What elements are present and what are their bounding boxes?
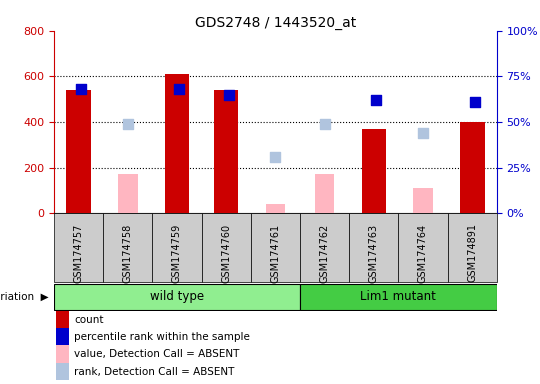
Title: GDS2748 / 1443520_at: GDS2748 / 1443520_at xyxy=(195,16,356,30)
Bar xyxy=(152,213,201,282)
Text: rank, Detection Call = ABSENT: rank, Detection Call = ABSENT xyxy=(74,366,234,377)
Text: GSM174758: GSM174758 xyxy=(123,223,133,283)
Bar xyxy=(54,284,300,310)
Bar xyxy=(214,90,239,213)
Bar xyxy=(399,213,448,282)
Bar xyxy=(251,213,300,282)
Text: wild type: wild type xyxy=(150,290,204,303)
Text: count: count xyxy=(74,314,104,325)
Point xyxy=(418,130,427,136)
Text: percentile rank within the sample: percentile rank within the sample xyxy=(74,332,250,342)
Text: GSM174891: GSM174891 xyxy=(467,223,477,283)
Text: GSM174764: GSM174764 xyxy=(418,223,428,283)
Bar xyxy=(54,213,103,282)
Text: GSM174761: GSM174761 xyxy=(271,223,280,283)
Point xyxy=(470,99,479,105)
Bar xyxy=(56,311,69,328)
Text: genotype/variation  ▶: genotype/variation ▶ xyxy=(0,291,49,302)
Bar xyxy=(460,122,484,213)
Text: Lim1 mutant: Lim1 mutant xyxy=(361,290,436,303)
Point xyxy=(124,121,132,127)
Bar xyxy=(448,213,497,282)
Point xyxy=(271,154,280,160)
Bar xyxy=(56,345,69,362)
Bar xyxy=(118,174,138,213)
Point xyxy=(224,91,233,98)
Point xyxy=(77,86,85,92)
Bar xyxy=(266,204,285,213)
Bar xyxy=(349,213,399,282)
Bar xyxy=(300,284,497,310)
Text: value, Detection Call = ABSENT: value, Detection Call = ABSENT xyxy=(74,349,239,359)
Bar xyxy=(361,129,386,213)
Bar xyxy=(56,328,69,345)
Text: GSM174757: GSM174757 xyxy=(73,223,84,283)
Bar xyxy=(56,362,69,380)
Text: GSM174762: GSM174762 xyxy=(320,223,329,283)
Text: GSM174760: GSM174760 xyxy=(221,223,231,283)
Bar xyxy=(413,188,433,213)
Bar xyxy=(300,213,349,282)
Bar xyxy=(165,74,190,213)
Point xyxy=(320,121,329,127)
Point xyxy=(175,86,184,92)
Bar xyxy=(201,213,251,282)
Text: GSM174759: GSM174759 xyxy=(172,223,182,283)
Text: GSM174763: GSM174763 xyxy=(369,223,379,283)
Point xyxy=(372,97,381,103)
Bar xyxy=(66,90,91,213)
Bar xyxy=(315,174,334,213)
Bar xyxy=(103,213,152,282)
